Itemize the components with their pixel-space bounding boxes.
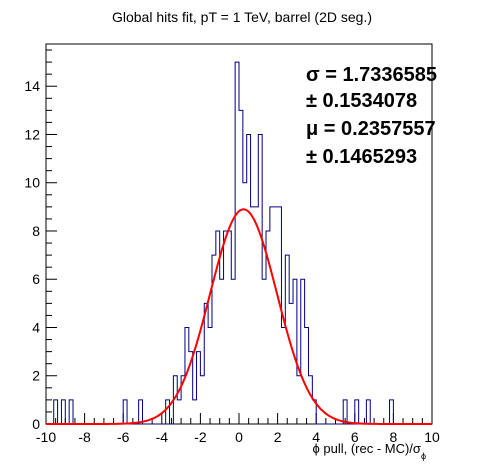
fit-stats: σ = 1.7336585 ± 0.1534078 μ = 0.2357557 … <box>306 64 437 168</box>
y-tick-label: 0 <box>32 416 40 432</box>
y-tick-label: 8 <box>32 223 40 239</box>
x-axis-label-main: ϕ pull, (rec - MC)/σ <box>312 441 420 456</box>
x-tick-label: -4 <box>156 429 169 445</box>
x-tick-label: 4 <box>312 429 320 445</box>
y-tick-label: 12 <box>24 126 40 142</box>
x-tick-label: 2 <box>274 429 282 445</box>
x-tick-label: 10 <box>424 429 440 445</box>
plot-area: 0 2 4 6 8 10 12 14 -10 -8 -6 -4 -2 0 2 4 6 8 10 <box>24 43 440 445</box>
chart-title: Global hits fit, pT = 1 TeV, barrel (2D … <box>112 9 372 25</box>
x-tick-label: -2 <box>194 429 207 445</box>
stat-mu: μ = 0.2357557 <box>306 118 436 140</box>
x-tick-label: 8 <box>390 429 398 445</box>
stat-mu-error: ± 0.1465293 <box>306 146 417 168</box>
y-axis-ticks: 0 2 4 6 8 10 12 14 <box>24 49 57 432</box>
y-tick-label: 10 <box>24 175 40 191</box>
x-tick-label: -8 <box>78 429 91 445</box>
x-tick-label: 6 <box>351 429 359 445</box>
x-tick-label: -10 <box>36 429 56 445</box>
stat-sigma: σ = 1.7336585 <box>306 64 437 86</box>
x-tick-label: 0 <box>235 429 243 445</box>
y-tick-label: 4 <box>32 319 40 335</box>
x-axis-label-subscript: ϕ <box>421 451 426 461</box>
x-tick-label: -6 <box>117 429 130 445</box>
stat-sigma-error: ± 0.1534078 <box>306 90 417 112</box>
y-tick-label: 14 <box>24 78 40 94</box>
x-axis-label: ϕ pull, (rec - MC)/σϕ <box>312 441 426 461</box>
histogram-outline <box>46 61 432 425</box>
gaussian-fit-curve <box>46 208 432 425</box>
y-tick-label: 2 <box>32 368 40 384</box>
x-axis-ticks: -10 -8 -6 -4 -2 0 2 4 6 8 10 <box>36 413 440 445</box>
y-tick-label: 6 <box>32 271 40 287</box>
